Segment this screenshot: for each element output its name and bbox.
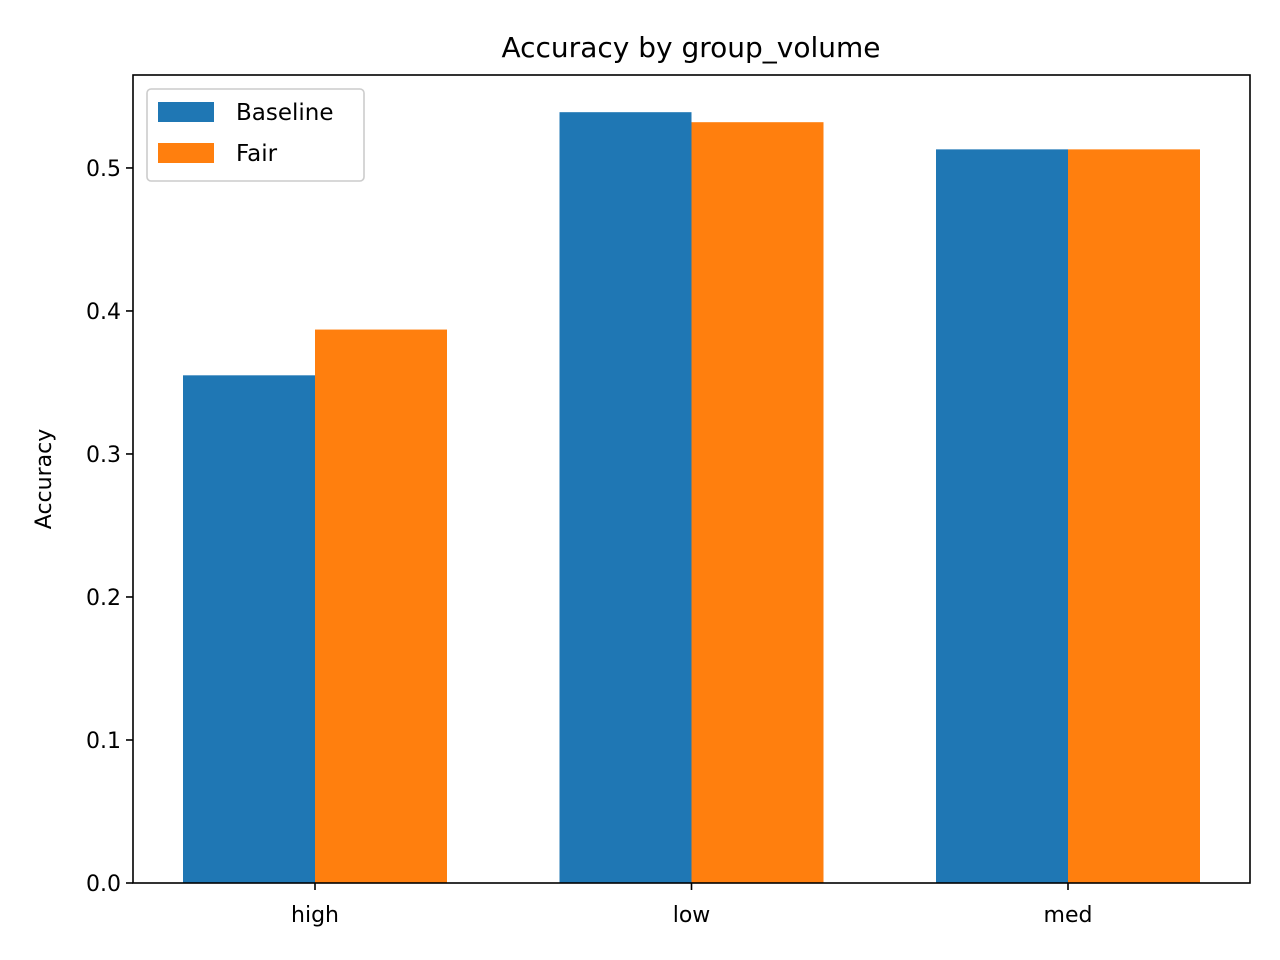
- legend-swatch-fair: [158, 143, 214, 163]
- bar-baseline-high: [183, 375, 315, 883]
- x-tick-label-high: high: [291, 903, 339, 928]
- y-axis: 0.0 0.1 0.2 0.3 0.4 0.5: [86, 157, 133, 897]
- y-tick-label: 0.2: [86, 586, 121, 611]
- x-tick-label-med: med: [1044, 903, 1093, 928]
- bars-group: [183, 112, 1200, 883]
- bar-fair-med: [1068, 149, 1200, 883]
- chart-title: Accuracy by group_volume: [501, 31, 880, 64]
- bar-fair-high: [315, 329, 447, 883]
- y-tick-label: 0.0: [86, 872, 121, 897]
- y-tick-label: 0.3: [86, 443, 121, 468]
- y-tick-label: 0.4: [86, 300, 121, 325]
- x-tick-label-low: low: [673, 903, 711, 928]
- legend-swatch-baseline: [158, 102, 214, 122]
- y-tick-label: 0.5: [86, 157, 121, 182]
- x-axis: high low med: [291, 883, 1092, 928]
- bar-fair-low: [691, 122, 824, 883]
- legend: Baseline Fair: [146, 88, 365, 182]
- bar-baseline-low: [559, 112, 692, 883]
- legend-label-fair: Fair: [236, 141, 278, 167]
- y-tick-label: 0.1: [86, 729, 121, 754]
- legend-label-baseline: Baseline: [236, 100, 334, 126]
- y-axis-label: Accuracy: [32, 429, 57, 529]
- bar-baseline-med: [936, 149, 1068, 883]
